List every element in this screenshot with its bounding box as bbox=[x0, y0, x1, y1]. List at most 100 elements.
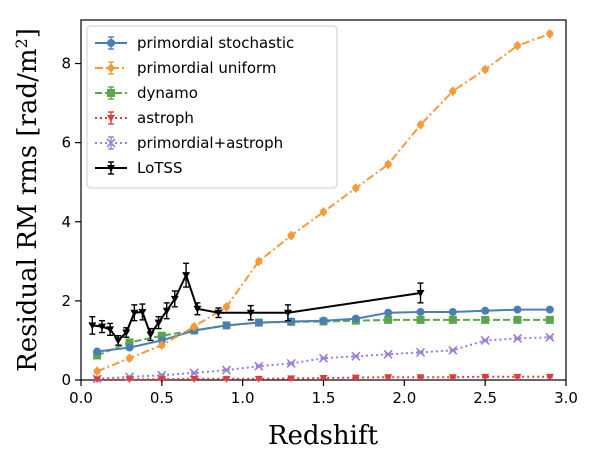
data-point bbox=[416, 374, 425, 382]
data-point bbox=[222, 321, 231, 330]
y-axis-label: Residual RM rms [rad/m2] bbox=[12, 28, 43, 372]
data-point bbox=[157, 376, 166, 384]
data-point bbox=[93, 347, 102, 356]
legend-marker bbox=[107, 39, 115, 47]
data-point bbox=[138, 308, 147, 316]
data-point bbox=[162, 307, 171, 315]
data-point bbox=[448, 345, 458, 355]
x-tick-label: 2.5 bbox=[473, 389, 497, 407]
x-axis-label: Redshift bbox=[268, 421, 379, 451]
data-point bbox=[384, 308, 393, 317]
data-point bbox=[98, 323, 107, 331]
data-point bbox=[416, 315, 425, 324]
axes-layer: 0.0 0.5 1.0 1.5 2.0 2.5 3.0 0 2 4 6 8 bbox=[61, 55, 577, 407]
legend-item: primordial stochastic bbox=[95, 34, 294, 52]
data-point bbox=[254, 361, 264, 371]
data-point bbox=[254, 375, 263, 383]
data-point bbox=[448, 307, 457, 316]
data-point bbox=[415, 347, 426, 357]
data-point bbox=[214, 309, 223, 317]
data-point bbox=[318, 353, 329, 363]
data-point bbox=[88, 322, 97, 330]
data-point bbox=[222, 375, 231, 383]
data-point bbox=[480, 335, 490, 346]
data-point bbox=[190, 375, 199, 383]
series-layer bbox=[88, 28, 555, 384]
data-point bbox=[283, 309, 292, 317]
data-point bbox=[319, 316, 328, 325]
x-tick-label: 0.5 bbox=[150, 389, 174, 407]
legend-marker bbox=[107, 89, 115, 97]
data-point bbox=[448, 315, 457, 324]
data-point bbox=[193, 305, 202, 313]
y-tick-label: 6 bbox=[61, 134, 71, 152]
data-point bbox=[448, 374, 457, 382]
x-tick-label: 2.0 bbox=[392, 389, 416, 407]
data-point bbox=[512, 333, 523, 344]
data-point bbox=[254, 256, 263, 267]
data-point bbox=[125, 343, 134, 352]
data-point bbox=[383, 349, 393, 359]
legend-label: LoTSS bbox=[137, 159, 182, 177]
y-tick-label: 4 bbox=[61, 213, 71, 231]
series-primordial-stochastic bbox=[93, 305, 554, 356]
legend-label: primordial+astroph bbox=[137, 134, 283, 152]
data-point bbox=[189, 368, 199, 378]
data-point bbox=[93, 376, 102, 384]
data-point bbox=[154, 319, 163, 327]
legend-label: primordial uniform bbox=[137, 59, 277, 77]
data-point bbox=[287, 375, 296, 383]
data-point bbox=[130, 309, 139, 317]
series-line bbox=[97, 336, 550, 380]
data-point bbox=[254, 318, 263, 327]
series-astroph bbox=[93, 373, 554, 384]
data-point bbox=[170, 295, 179, 303]
legend-label: astroph bbox=[137, 109, 194, 127]
data-point bbox=[384, 315, 393, 324]
data-point bbox=[481, 64, 490, 75]
data-point bbox=[416, 307, 425, 316]
series-line bbox=[92, 272, 421, 342]
data-point bbox=[545, 28, 554, 39]
data-point bbox=[286, 358, 296, 368]
legend-marker bbox=[107, 63, 115, 73]
data-point bbox=[106, 326, 115, 334]
data-point bbox=[221, 365, 232, 375]
data-point bbox=[351, 183, 360, 194]
y-tick-label: 2 bbox=[61, 292, 71, 310]
legend-item: primordial uniform bbox=[95, 59, 277, 77]
data-point bbox=[287, 230, 296, 241]
legend-item: astroph bbox=[95, 109, 194, 127]
series-line bbox=[96, 32, 551, 373]
data-point bbox=[114, 337, 123, 345]
data-point bbox=[319, 206, 328, 217]
legend-marker bbox=[106, 138, 116, 148]
data-point bbox=[125, 376, 134, 384]
data-point bbox=[481, 306, 490, 315]
data-point bbox=[157, 340, 166, 351]
data-point bbox=[93, 366, 102, 377]
data-point bbox=[246, 309, 255, 317]
data-point bbox=[481, 373, 490, 381]
data-point bbox=[351, 351, 361, 361]
legend-item: LoTSS bbox=[95, 159, 182, 177]
data-point bbox=[416, 119, 425, 130]
data-point bbox=[125, 353, 134, 364]
series-primordial-uniform bbox=[93, 28, 554, 377]
data-point bbox=[351, 314, 360, 323]
legend-marker bbox=[107, 115, 115, 122]
data-point bbox=[190, 321, 199, 332]
y-tick-label: 8 bbox=[61, 55, 71, 73]
legend-label: dynamo bbox=[137, 84, 198, 102]
data-point bbox=[319, 375, 328, 383]
series-lotss bbox=[88, 262, 425, 346]
data-point bbox=[287, 317, 296, 326]
legend: primordial stochastic primordial uniform d… bbox=[86, 25, 338, 189]
data-point bbox=[384, 159, 393, 170]
data-point bbox=[146, 331, 155, 339]
data-point bbox=[384, 374, 393, 382]
x-tick-label: 3.0 bbox=[554, 389, 578, 407]
data-point bbox=[545, 315, 554, 324]
data-point bbox=[513, 373, 522, 381]
